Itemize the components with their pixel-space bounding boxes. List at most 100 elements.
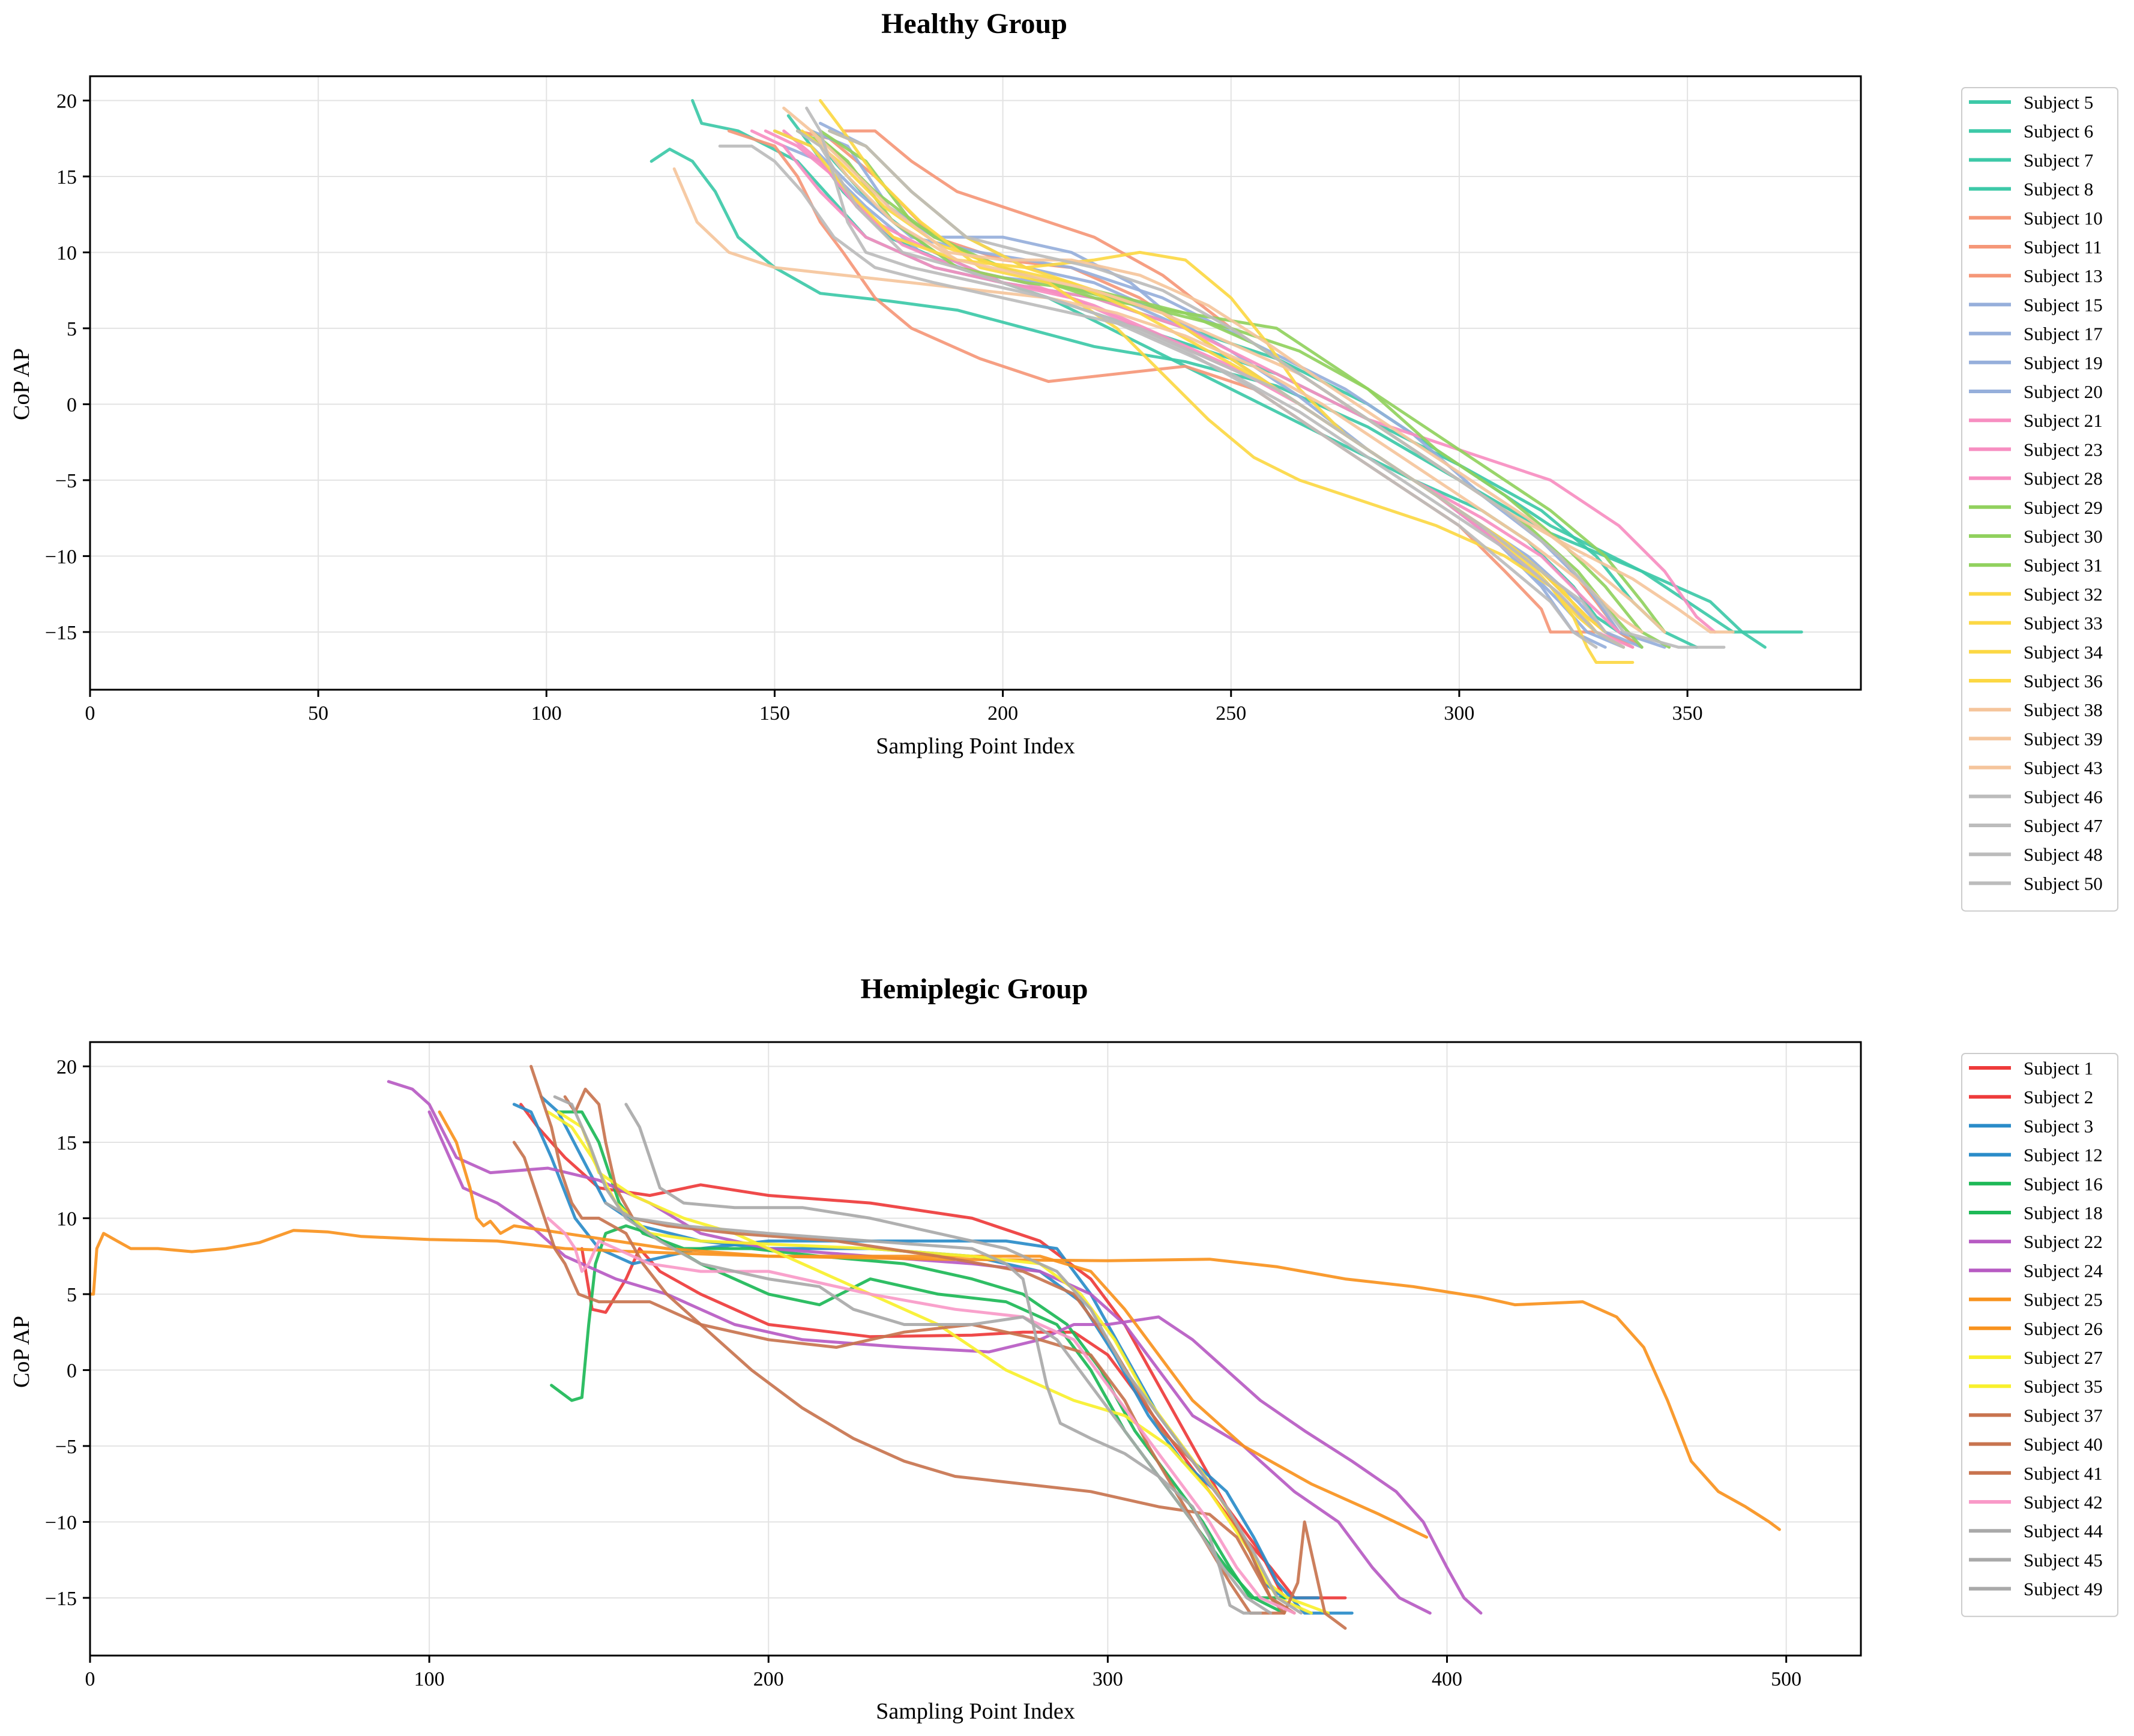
hemiplegic-y-axis-label: CoP AP [9, 1316, 34, 1388]
healthy-xtick-label-350: 350 [1672, 702, 1703, 725]
healthy-line-subject-15 [809, 129, 1644, 649]
hemiplegic-legend-box [1961, 1053, 2118, 1617]
healthy-ytick-label--5: −5 [55, 470, 77, 492]
healthy-legend-label-subject-28: Subject 28 [2024, 468, 2103, 489]
hemiplegic-legend-label-subject-12: Subject 12 [2024, 1145, 2103, 1166]
hemiplegic-group-title: Hemiplegic Group [860, 973, 1088, 1005]
hemiplegic-line-subject-49 [553, 1095, 1273, 1615]
healthy-line-subject-6 [650, 147, 1767, 649]
healthy-legend-label-subject-33: Subject 33 [2024, 613, 2103, 634]
hemiplegic-line-subject-40 [529, 1065, 1286, 1615]
hemiplegic-line-subject-26 [438, 1110, 1429, 1539]
healthy-line-subject-30 [819, 129, 1671, 649]
hemiplegic-plot-frame [89, 1041, 1862, 1657]
healthy-line-subject-10 [727, 129, 1598, 634]
healthy-ytick-label-0: 0 [67, 394, 77, 416]
hemiplegic-legend-label-subject-35: Subject 35 [2024, 1376, 2103, 1397]
healthy-series [650, 99, 1803, 664]
hemiplegic-legend-label-subject-16: Subject 16 [2024, 1174, 2103, 1195]
healthy-legend-label-subject-36: Subject 36 [2024, 671, 2103, 692]
hemiplegic-line-subject-27 [556, 1110, 1313, 1615]
hemiplegic-ytick-label-20: 20 [56, 1056, 77, 1078]
hemiplegic-line-subject-3 [512, 1103, 1354, 1615]
healthy-line-subject-46 [805, 106, 1598, 649]
healthy-line-subject-13 [796, 129, 1635, 649]
healthy-ytick-label--15: −15 [45, 622, 77, 644]
hemiplegic-xtick-label-0: 0 [85, 1668, 95, 1690]
healthy-ytick-label-20: 20 [56, 90, 77, 112]
healthy-legend-label-subject-21: Subject 21 [2024, 410, 2103, 431]
hemiplegic-y-ticks: 20 15 10 5 0 −5 −10 −15 [45, 1056, 90, 1610]
healthy-legend-label-subject-23: Subject 23 [2024, 439, 2103, 460]
healthy-legend-label-subject-20: Subject 20 [2024, 381, 2103, 402]
hemiplegic-ytick-label-5: 5 [67, 1284, 77, 1306]
hemiplegic-line-subject-37 [512, 1141, 1347, 1630]
hemiplegic-line-subject-1 [519, 1103, 1320, 1600]
hemiplegic-ytick-label-15: 15 [56, 1132, 77, 1154]
healthy-legend-label-subject-43: Subject 43 [2024, 758, 2103, 779]
hemiplegic-legend-label-subject-42: Subject 42 [2024, 1492, 2103, 1513]
healthy-line-subject-21 [750, 129, 1717, 634]
hemiplegic-xtick-label-400: 400 [1432, 1668, 1462, 1690]
hemiplegic-legend-label-subject-44: Subject 44 [2024, 1521, 2103, 1542]
hemiplegic-line-subject-45 [624, 1103, 1303, 1615]
healthy-legend-label-subject-32: Subject 32 [2024, 583, 2103, 604]
hemiplegic-line-subject-2 [580, 1247, 1347, 1600]
hemiplegic-legend-label-subject-3: Subject 3 [2024, 1115, 2093, 1136]
healthy-xtick-label-200: 200 [987, 702, 1018, 725]
healthy-ytick-label-15: 15 [56, 166, 77, 188]
healthy-legend-label-subject-15: Subject 15 [2024, 294, 2103, 315]
hemiplegic-ytick-label--15: −15 [45, 1588, 77, 1610]
healthy-line-subject-43 [809, 129, 1666, 634]
healthy-xtick-label-150: 150 [759, 702, 790, 725]
hemiplegic-legend-label-subject-1: Subject 1 [2024, 1058, 2093, 1079]
hemiplegic-series [88, 1065, 1781, 1630]
healthy-plot-frame [89, 75, 1862, 691]
hemiplegic-xtick-label-500: 500 [1771, 1668, 1801, 1690]
healthy-legend-label-subject-31: Subject 31 [2024, 555, 2103, 576]
healthy-xtick-label-250: 250 [1216, 702, 1246, 725]
hemiplegic-ytick-label-10: 10 [56, 1208, 77, 1230]
hemiplegic-legend-label-subject-49: Subject 49 [2024, 1579, 2103, 1600]
hemiplegic-legend-label-subject-22: Subject 22 [2024, 1231, 2103, 1252]
healthy-y-axis-label: CoP AP [9, 348, 34, 420]
healthy-line-subject-36 [800, 129, 1598, 634]
healthy-x-ticks: 0 50 100 150 200 250 300 350 [85, 690, 1703, 725]
healthy-x-axis-label: Sampling Point Index [876, 734, 1075, 759]
hemiplegic-x-axis-label: Sampling Point Index [876, 1699, 1075, 1724]
hemiplegic-ytick-label-0: 0 [67, 1360, 77, 1382]
healthy-line-subject-32 [819, 99, 1635, 664]
healthy-xtick-label-100: 100 [531, 702, 562, 725]
hemiplegic-ytick-label--5: −5 [55, 1436, 77, 1458]
healthy-ytick-label-10: 10 [56, 242, 77, 264]
hemiplegic-legend-label-subject-41: Subject 41 [2024, 1463, 2103, 1484]
hemiplegic-line-subject-16 [550, 1224, 1286, 1615]
healthy-line-subject-38 [782, 106, 1735, 634]
healthy-line-subject-19 [819, 121, 1607, 649]
hemiplegic-ytick-label--10: −10 [45, 1511, 77, 1534]
healthy-ytick-label--10: −10 [45, 546, 77, 568]
hemiplegic-xtick-label-200: 200 [753, 1668, 784, 1690]
healthy-legend-label-subject-30: Subject 30 [2024, 526, 2103, 547]
healthy-legend-label-subject-5: Subject 5 [2024, 92, 2093, 113]
healthy-legend-label-subject-8: Subject 8 [2024, 179, 2093, 200]
hemiplegic-line-subject-18 [556, 1110, 1286, 1600]
healthy-line-subject-50 [796, 129, 1626, 649]
healthy-line-subject-48 [828, 129, 1726, 649]
hemiplegic-legend-label-subject-37: Subject 37 [2024, 1405, 2103, 1426]
healthy-line-subject-39 [672, 167, 1644, 634]
healthy-legend-label-subject-50: Subject 50 [2024, 873, 2103, 894]
hemiplegic-line-subject-41 [563, 1087, 1296, 1615]
healthy-line-subject-47 [718, 144, 1607, 634]
healthy-legend-label-subject-6: Subject 6 [2024, 121, 2093, 142]
hemiplegic-line-subject-25 [88, 1229, 1781, 1531]
hemiplegic-legend-label-subject-2: Subject 2 [2024, 1087, 2093, 1108]
healthy-legend-label-subject-10: Subject 10 [2024, 208, 2103, 229]
healthy-legend-box [1961, 87, 2118, 912]
healthy-legend-label-subject-29: Subject 29 [2024, 497, 2103, 518]
healthy-xtick-label-50: 50 [308, 702, 328, 725]
hemiplegic-xtick-label-100: 100 [414, 1668, 445, 1690]
healthy-y-ticks: 20 15 10 5 0 −5 −10 −15 [45, 90, 90, 644]
healthy-legend-label-subject-39: Subject 39 [2024, 728, 2103, 749]
hemiplegic-line-subject-24 [427, 1110, 1483, 1615]
